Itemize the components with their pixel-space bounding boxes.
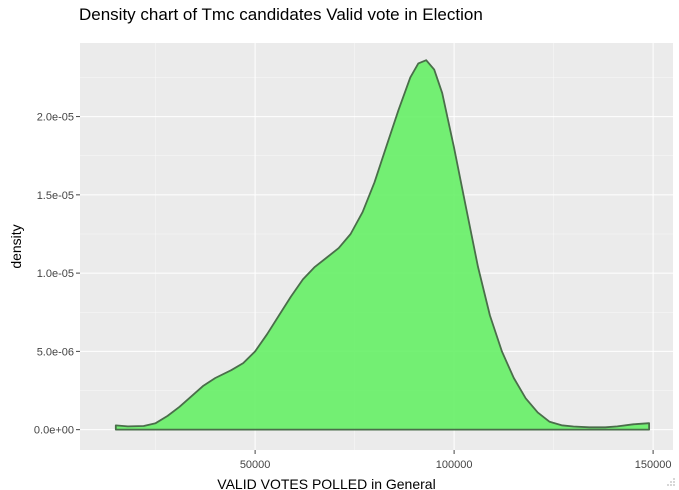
y-tick-label: 0.0e+00 bbox=[34, 425, 74, 437]
y-axis: 0.0e+00 5.0e-06 1.0e-05 1.5e-05 2.0e-05 bbox=[34, 112, 80, 437]
y-axis-label: density bbox=[8, 224, 24, 268]
density-area bbox=[114, 59, 651, 431]
resize-grip-icon[interactable] bbox=[666, 477, 676, 487]
chart-title: Density chart of Tmc candidates Valid vo… bbox=[79, 5, 483, 24]
y-tick-label: 2.0e-05 bbox=[37, 112, 74, 124]
y-tick-label: 1.0e-05 bbox=[37, 268, 74, 280]
x-axis-label: VALID VOTES POLLED in General bbox=[217, 476, 435, 490]
x-tick-label: 50000 bbox=[240, 459, 271, 471]
x-tick-label: 150000 bbox=[635, 459, 672, 471]
density-areas bbox=[114, 59, 651, 431]
y-tick-label: 5.0e-06 bbox=[37, 346, 74, 358]
y-tick-label: 1.5e-05 bbox=[37, 190, 74, 202]
x-tick-label: 100000 bbox=[436, 459, 473, 471]
x-axis: 50000 100000 150000 bbox=[240, 450, 672, 471]
